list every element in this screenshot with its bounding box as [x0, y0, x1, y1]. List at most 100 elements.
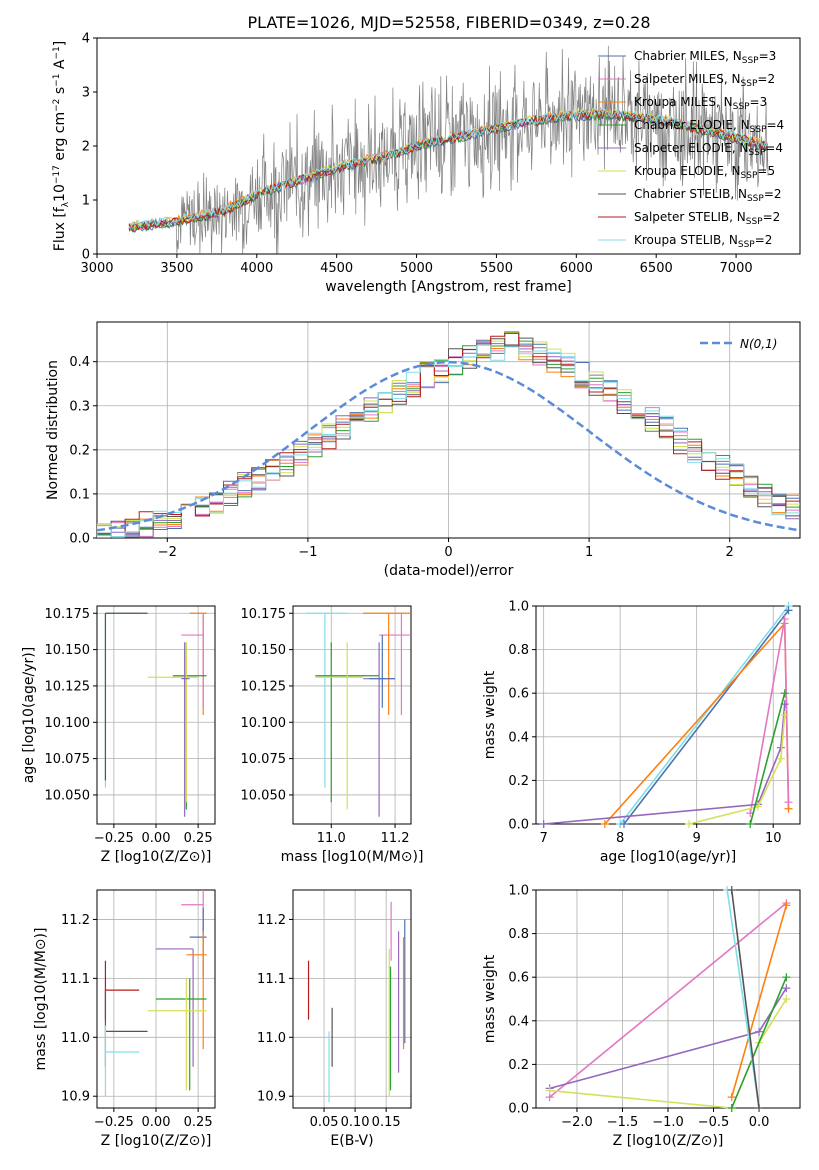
y-axis-label-part: −1 — [52, 74, 62, 87]
y-tick-label: 10.9 — [257, 1090, 286, 1105]
y-axis-label-part: −1 — [52, 46, 62, 59]
x-tick-label: 7000 — [720, 261, 753, 276]
weight-marker — [539, 820, 548, 828]
y-tick-label: 10.050 — [241, 788, 287, 803]
x-tick-label: 6000 — [560, 261, 593, 276]
y-tick-label: 0.4 — [69, 355, 90, 370]
x-tick-label: 0.10 — [341, 1115, 370, 1130]
y-axis-label-part: −17 — [52, 165, 62, 184]
weight-marker — [780, 711, 789, 719]
legend-label: Chabrier ELODIE, NSSP=4 — [634, 118, 784, 135]
legend-text: Kroupa STELIB, N — [634, 233, 738, 247]
legend-subscript: SSP — [738, 240, 755, 250]
y-tick-label: 0.2 — [508, 1058, 529, 1073]
axes-frame — [535, 605, 801, 825]
legend-subscript: SSP — [741, 79, 758, 89]
weight-marker — [782, 973, 791, 982]
y-tick-label: 11.1 — [257, 972, 286, 987]
y-tick-label: 0.1 — [69, 487, 90, 502]
legend-label: Salpeter ELODIE, NSSP=4 — [634, 141, 783, 158]
legend-subscript: SSP — [747, 194, 764, 204]
legend-count: =2 — [755, 233, 773, 247]
y-axis-label-part: Flux [f — [52, 206, 68, 251]
y-tick-label: 0.4 — [508, 1014, 529, 1029]
legend-label: Chabrier MILES, NSSP=3 — [634, 49, 776, 66]
weight-line — [688, 714, 786, 825]
model-spectrum-line — [128, 107, 768, 229]
weight-line — [749, 692, 786, 825]
legend-text: Salpeter MILES, N — [634, 72, 741, 86]
axes-frame — [292, 605, 412, 825]
axes-frame — [535, 889, 801, 1109]
legend-label: Kroupa MILES, NSSP=3 — [634, 95, 767, 112]
weight-marker — [727, 1093, 736, 1102]
y-tick-label: 0.3 — [69, 399, 90, 414]
legend-label: Chabrier STELIB, NSSP=2 — [634, 187, 782, 204]
y-tick-label: 11.0 — [257, 1031, 286, 1046]
x-tick-label: −2 — [158, 545, 177, 560]
x-tick-label: 1 — [585, 545, 593, 560]
legend-subscript: SSP — [748, 148, 765, 158]
weight-marker — [600, 820, 609, 828]
weight-marker — [727, 1104, 736, 1112]
y-axis-label: mass weight — [482, 670, 498, 759]
y-tick-label: 1.0 — [508, 600, 529, 615]
axes-frame — [96, 889, 216, 1109]
x-axis-label: Z [log10(Z/Z⊙)] — [613, 1133, 724, 1149]
y-tick-label: 1.0 — [508, 884, 529, 899]
y-tick-label: 10.150 — [45, 643, 91, 658]
x-axis-label: age [log10(age/yr)] — [600, 849, 736, 865]
massweight-vs-age-chart: 7 8 9 10 0.0 0.2 0.4 0.6 0.8 1.0 age [log10(age/yr… — [482, 600, 801, 865]
x-tick-label: 0.00 — [142, 1115, 171, 1130]
y-tick-label: 0.8 — [508, 927, 529, 942]
weight-line — [730, 905, 788, 1098]
legend-count: =2 — [757, 72, 775, 86]
axes-frame — [292, 889, 412, 1109]
x-tick-label: 2 — [726, 545, 734, 560]
y-tick-label: 10.050 — [45, 788, 91, 803]
x-tick-label: 10 — [765, 831, 782, 846]
y-tick-label: 0.0 — [69, 532, 90, 547]
legend-label: Salpeter MILES, NSSP=2 — [634, 72, 775, 89]
y-axis-label: Flux [fλ10−17 erg cm−2 s−1 A−1] — [52, 41, 71, 251]
legend-count: =5 — [757, 164, 775, 178]
x-tick-label: 0.25 — [184, 1115, 213, 1130]
legend-text: Salpeter ELODIE, N — [634, 141, 748, 155]
y-tick-label: 10.175 — [45, 607, 91, 622]
weight-marker — [782, 901, 791, 910]
legend-subscript: SSP — [746, 217, 763, 227]
y-tick-label: 10.100 — [45, 716, 91, 731]
weight-marker — [780, 615, 789, 624]
x-tick-label: 3000 — [80, 261, 113, 276]
gaussian-reference-curve — [96, 360, 801, 532]
x-tick-label: 0.25 — [184, 831, 213, 846]
weight-line — [543, 704, 786, 825]
x-axis-label: E(B-V) — [330, 1133, 373, 1149]
legend-text: Kroupa MILES, N — [634, 95, 733, 109]
y-tick-label: 10.175 — [241, 607, 287, 622]
y-axis-label-part: 10 — [52, 184, 68, 202]
weight-marker — [780, 689, 789, 698]
x-tick-label: 5500 — [480, 261, 513, 276]
legend-count: =4 — [766, 118, 784, 132]
mass-vs-ebv-chart: 0.05 0.10 0.15 10.9 11.0 11.1 11.2 E(B-V) — [257, 889, 412, 1149]
residual-histogram-step — [97, 344, 800, 538]
y-tick-label: 3 — [82, 86, 90, 101]
y-tick-label: 4 — [82, 32, 90, 47]
y-axis-label: mass weight — [482, 954, 498, 1043]
x-tick-label: 11.0 — [317, 831, 346, 846]
legend-text: Salpeter STELIB, N — [634, 210, 746, 224]
y-tick-label: 0.4 — [508, 730, 529, 745]
legend-text: Chabrier ELODIE, N — [634, 118, 750, 132]
y-tick-label: 11.1 — [61, 972, 90, 987]
weight-line — [549, 902, 787, 1098]
x-tick-label: 6500 — [640, 261, 673, 276]
y-tick-label: 10.075 — [45, 752, 91, 767]
x-tick-label: 7 — [540, 831, 548, 846]
weight-line — [623, 609, 790, 825]
y-axis-label-part: λ — [61, 201, 71, 207]
x-tick-label: −1.5 — [607, 1115, 639, 1130]
weight-marker — [746, 820, 755, 828]
y-axis-label-part: erg cm — [52, 112, 68, 165]
